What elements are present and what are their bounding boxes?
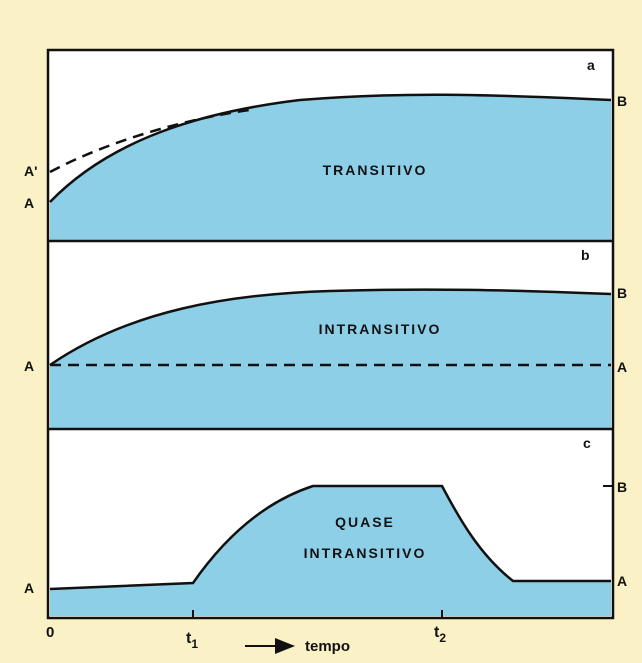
panel-a-dashed-curve [49, 108, 251, 174]
tick-t2: t2 [434, 624, 446, 645]
panel-b-label-a-right: A [617, 359, 627, 375]
panel-c-title-line-2: INTRANSITIVO [304, 545, 427, 561]
x-axis: 0 t1 t2 tempo [46, 610, 446, 655]
panel-c-curve [49, 484, 611, 591]
panel-c: c QUASE INTRANSITIVO A B A [24, 435, 627, 616]
panel-a: a TRANSITIVO A' A B [24, 57, 627, 243]
panel-a-label-a-prime: A' [24, 163, 37, 179]
panel-b-label-a: A [24, 358, 34, 374]
x-axis-label: tempo [305, 638, 350, 655]
panel-c-label-a: A [24, 580, 34, 596]
panel-b-curve [49, 288, 612, 367]
panel-a-letter: a [587, 57, 595, 73]
panel-c-title-line-1: QUASE [335, 514, 395, 530]
panel-b-label-b: B [617, 285, 627, 301]
panel-b-letter: b [581, 247, 590, 263]
panel-b: b INTRANSITIVO A B A [24, 247, 627, 431]
panel-b-area [50, 289, 611, 428]
panel-c-letter: c [583, 435, 591, 451]
panel-c-label-b: B [617, 479, 627, 495]
panel-a-title: TRANSITIVO [323, 162, 428, 178]
tick-zero: 0 [46, 624, 54, 641]
panel-a-area [50, 94, 611, 240]
panel-b-title: INTRANSITIVO [319, 321, 442, 337]
tick-t1: t1 [186, 630, 198, 651]
panel-a-curve [49, 93, 612, 203]
panel-a-label-a: A [24, 195, 34, 211]
panel-a-label-b: B [617, 93, 627, 109]
panel-c-label-a-right: A [617, 573, 627, 589]
